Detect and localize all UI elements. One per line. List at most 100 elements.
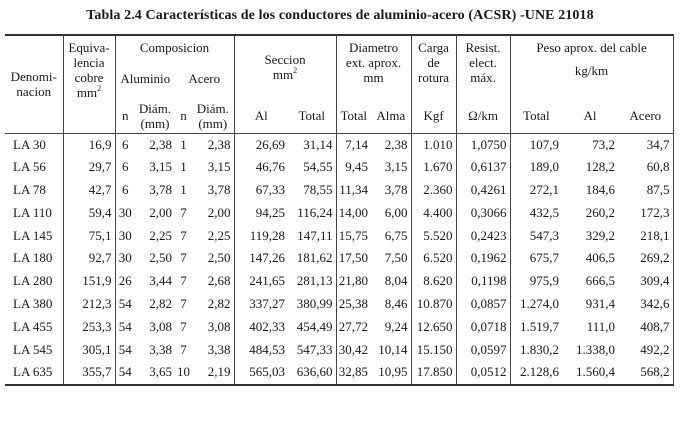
header-peso: Peso aprox. del cable kg/km bbox=[509, 34, 674, 99]
table-row: LA 78 42,7 6 3,78 1 3,78 67,33 78,55 11,34 3,78 2.… bbox=[5, 179, 674, 202]
table-row: LA 110 59,4 30 2,00 7 2,00 94,25 116,24 14,00 6,0… bbox=[5, 201, 674, 225]
header-peso-al: Al bbox=[562, 99, 619, 134]
header-seccion-al: Al bbox=[233, 99, 289, 134]
table-row: LA 56 29,7 6 3,15 1 3,15 46,76 54,55 9,45 3,15 1.6… bbox=[5, 156, 674, 180]
table-cell: 212,3 bbox=[62, 293, 115, 316]
table-cell: 0,0597 bbox=[455, 338, 511, 362]
table-cell: 119,28 bbox=[233, 224, 289, 248]
table-cell: 269,2 bbox=[618, 247, 674, 271]
table-cell: 666,5 bbox=[585, 273, 616, 289]
table-cell: 1.338,0 bbox=[576, 341, 616, 357]
table-cell: 15,75 bbox=[335, 224, 372, 248]
table-cell: 31,14 bbox=[303, 136, 333, 152]
table-cell: 0,0512 bbox=[455, 361, 511, 387]
table-cell: 73,2 bbox=[592, 136, 616, 152]
table-cell: 2,25 bbox=[207, 227, 231, 243]
table-cell: 107,9 bbox=[509, 133, 563, 157]
table-cell: 12.650 bbox=[410, 315, 457, 339]
table-cell: 30 bbox=[114, 247, 135, 271]
table-cell: 241,65 bbox=[233, 270, 289, 294]
table-cell: 6,75 bbox=[384, 227, 408, 243]
header-composicion: Composicion bbox=[114, 34, 235, 71]
table-cell: 218,1 bbox=[618, 224, 674, 248]
table-cell: 309,4 bbox=[618, 270, 674, 294]
table-cell: 0,4261 bbox=[455, 179, 511, 202]
table-cell: 2,00 bbox=[149, 204, 172, 220]
table-cell: 3,78 bbox=[207, 182, 231, 198]
table-cell: 6 bbox=[114, 156, 135, 180]
table-cell: 3,44 bbox=[149, 273, 172, 289]
table-cell: 1 bbox=[180, 159, 187, 175]
table-cell: 2,25 bbox=[149, 227, 172, 243]
header-kgf: Kgf bbox=[410, 99, 457, 134]
table-cell: 147,26 bbox=[233, 247, 289, 271]
table-cell: 0,3066 bbox=[455, 201, 511, 225]
header-equivalencia: Equiva- lencia cobre mm2 bbox=[62, 34, 115, 133]
table-cell: 1.670 bbox=[410, 156, 457, 180]
table-cell: 7 bbox=[180, 227, 187, 243]
table-cell: 2,82 bbox=[207, 296, 231, 312]
table-cell: 14,00 bbox=[335, 201, 372, 225]
header-diam-total: Total bbox=[335, 99, 372, 134]
table-cell: 30 bbox=[114, 201, 135, 225]
table-cell: 54 bbox=[114, 293, 135, 316]
table-cell: 92,7 bbox=[62, 247, 115, 271]
table-cell: 2,38 bbox=[149, 136, 172, 152]
row-denominacion: LA 30 bbox=[13, 136, 46, 152]
row-denominacion: LA 145 bbox=[13, 227, 53, 243]
table-cell: 0,0718 bbox=[455, 315, 511, 339]
table-title: Tabla 2.4 Características de los conduct… bbox=[86, 8, 594, 23]
table-cell: 34,7 bbox=[618, 133, 674, 157]
header-ac-diam: Diám. (mm) bbox=[192, 99, 235, 134]
table-cell: 11,34 bbox=[335, 179, 372, 202]
header-al-diam: Diám. (mm) bbox=[135, 99, 175, 134]
table-cell: 3,15 bbox=[384, 159, 408, 175]
table-cell: 253,3 bbox=[62, 315, 115, 339]
table-cell: 2,50 bbox=[207, 250, 231, 266]
table-cell: 26 bbox=[114, 270, 135, 294]
table-cell: 1.519,7 bbox=[509, 315, 563, 339]
table-cell: 26,69 bbox=[233, 133, 289, 157]
table-cell: 172,3 bbox=[618, 201, 674, 225]
table-cell: 7 bbox=[180, 318, 187, 334]
table-cell: 2,82 bbox=[149, 296, 172, 312]
table-cell: 184,6 bbox=[585, 182, 616, 198]
table-cell: 10,95 bbox=[371, 361, 412, 387]
table-cell: 54 bbox=[114, 315, 135, 339]
table-cell: 1.274,0 bbox=[509, 293, 563, 316]
table-cell: 3,08 bbox=[149, 318, 172, 334]
table-cell: 975,9 bbox=[509, 270, 563, 294]
table-cell: 151,9 bbox=[62, 270, 115, 294]
table-cell: 6 bbox=[114, 133, 135, 157]
table-cell: 402,33 bbox=[233, 315, 289, 339]
table-cell: 7,14 bbox=[335, 133, 372, 157]
table-cell: 5.520 bbox=[410, 224, 457, 248]
table-row: LA 280 151,9 26 3,44 7 2,68 241,65 281,13 21,80 8… bbox=[5, 270, 674, 294]
table-cell: 342,6 bbox=[618, 293, 674, 316]
table-row: LA 145 75,1 30 2,25 7 2,25 119,28 147,11 15,75 6,… bbox=[5, 224, 674, 248]
table-cell: 355,7 bbox=[62, 361, 115, 387]
table-cell: 4.400 bbox=[410, 201, 457, 225]
table-cell: 75,1 bbox=[62, 224, 115, 248]
table-cell: 8,04 bbox=[384, 273, 408, 289]
table-cell: 931,4 bbox=[585, 296, 616, 312]
table-cell: 1 bbox=[180, 182, 187, 198]
header-seccion: Seccion mm2 bbox=[233, 34, 337, 99]
table-cell: 1.010 bbox=[410, 133, 457, 157]
table-cell: 636,60 bbox=[288, 361, 337, 387]
table-cell: 94,25 bbox=[233, 201, 289, 225]
table-row: LA 30 16,9 6 2,38 1 2,38 26,69 31,14 7,14 2,38 1.0… bbox=[5, 133, 674, 157]
table-cell: 3,65 bbox=[135, 361, 175, 387]
table-cell: 10 bbox=[175, 361, 192, 387]
conductor-table: Denomi- nacion Equiva- lencia cobre mm2 … bbox=[5, 34, 674, 387]
table-cell: 380,99 bbox=[296, 296, 333, 312]
table-cell: 128,2 bbox=[585, 159, 616, 175]
table-cell: 272,1 bbox=[509, 179, 563, 202]
table-cell: 15.150 bbox=[410, 338, 457, 362]
header-ohm-km: Ω/km bbox=[455, 99, 511, 134]
table-cell: 0,1962 bbox=[455, 247, 511, 271]
table-cell: 25,38 bbox=[335, 293, 372, 316]
table-cell: 0,1198 bbox=[455, 270, 511, 294]
header-acero: Acero bbox=[188, 71, 221, 86]
header-carga: Carga de rotura bbox=[410, 34, 457, 99]
